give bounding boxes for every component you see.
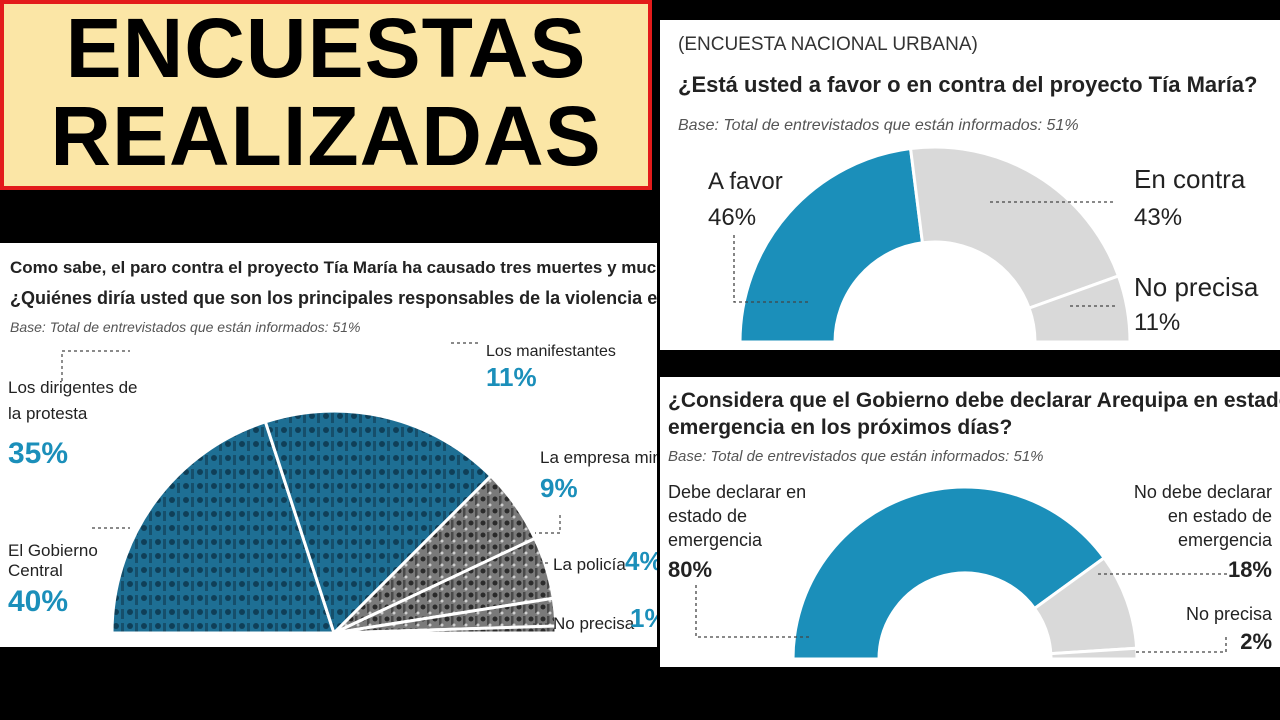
slice-a-favor [738, 146, 925, 344]
poll-emergencia-panel: ¿Considera que el Gobierno debe declarar… [660, 377, 1280, 667]
slice-gobierno [110, 419, 337, 635]
value-a-favor: 46% [708, 204, 756, 231]
poll-question-line-1: ¿Considera que el Gobierno debe declarar… [668, 389, 1280, 412]
label-dirigentes-1: Los dirigentes de [8, 378, 137, 397]
label-a-favor: A favor [708, 168, 783, 195]
label-policia: La policía [553, 555, 626, 574]
value-empresa-minera: 9% [540, 473, 578, 503]
value-debe: 80% [668, 557, 712, 582]
label-no-debe-2: en estado de [1168, 506, 1272, 526]
poll-header: (ENCUESTA NACIONAL URBANA) [678, 34, 978, 55]
slice-no-precisa [333, 624, 558, 635]
poll-base: Base: Total de entrevistados que están i… [678, 117, 1079, 134]
poll-responsables-panel: Como sabe, el paro contra el proyecto Tí… [0, 243, 657, 647]
title-line-1: ENCUESTAS [65, 1, 587, 95]
label-debe-1: Debe declarar en [668, 482, 806, 502]
value-en-contra: 43% [1134, 204, 1182, 231]
leader-line-a-favor [733, 235, 810, 303]
value-no-precisa: 1% [630, 603, 657, 633]
label-no-debe-3: emergencia [1178, 530, 1273, 550]
slice-en-contra [908, 145, 1121, 311]
poll-responsables-chart: Como sabe, el paro contra el proyecto Tí… [8, 258, 657, 636]
value-no-debe: 18% [1228, 557, 1272, 582]
poll-tia-maria-chart: (ENCUESTA NACIONAL URBANA) ¿Está usted a… [678, 34, 1259, 344]
value-dirigentes: 35% [8, 437, 68, 470]
label-en-contra: En contra [1134, 164, 1246, 194]
label-no-precisa: No precisa [1186, 604, 1273, 624]
title-line-2: REALIZADAS [50, 89, 602, 183]
title-banner: ENCUESTAS REALIZADAS [0, 0, 652, 190]
value-manifestantes: 11% [486, 362, 537, 392]
poll-base: Base: Total de entrevistados que están i… [10, 319, 360, 335]
slice-dirigentes [263, 409, 494, 636]
label-empresa-minera: La empresa minera [540, 448, 657, 467]
poll-tia-maria-panel: (ENCUESTA NACIONAL URBANA) ¿Está usted a… [660, 20, 1280, 350]
label-no-precisa: No precisa [553, 614, 635, 633]
slice-debe [791, 485, 1107, 661]
leader-line-empresa [535, 515, 561, 534]
poll-question-line-2: emergencia en los próximos días? [668, 416, 1012, 439]
leader-line-dirigentes [61, 350, 130, 381]
label-debe-3: emergencia [668, 530, 763, 550]
value-gobierno: 40% [8, 585, 68, 618]
value-no-precisa: 2% [1240, 629, 1272, 654]
label-gobierno-2: Central [8, 561, 63, 580]
slice-no-precisa [1027, 274, 1132, 344]
value-no-precisa: 11% [1134, 309, 1180, 336]
leader-line-debe [695, 585, 810, 638]
poll-emergencia-chart: ¿Considera que el Gobierno debe declarar… [668, 389, 1280, 661]
label-debe-2: estado de [668, 506, 747, 526]
value-policia: 4% [625, 546, 657, 576]
poll-question: ¿Quiénes diría usted que son los princip… [10, 288, 657, 308]
label-no-debe-1: No debe declarar [1134, 482, 1272, 502]
label-manifestantes: Los manifestantes [486, 343, 616, 360]
label-gobierno-1: El Gobierno [8, 541, 98, 560]
poll-intro: Como sabe, el paro contra el proyecto Tí… [10, 258, 657, 277]
label-no-precisa: No precisa [1134, 272, 1259, 302]
poll-question: ¿Está usted a favor o en contra del proy… [678, 72, 1257, 97]
leader-line-no-precisa [1136, 634, 1227, 653]
poll-base: Base: Total de entrevistados que están i… [668, 448, 1044, 465]
label-dirigentes-2: la protesta [8, 404, 88, 423]
